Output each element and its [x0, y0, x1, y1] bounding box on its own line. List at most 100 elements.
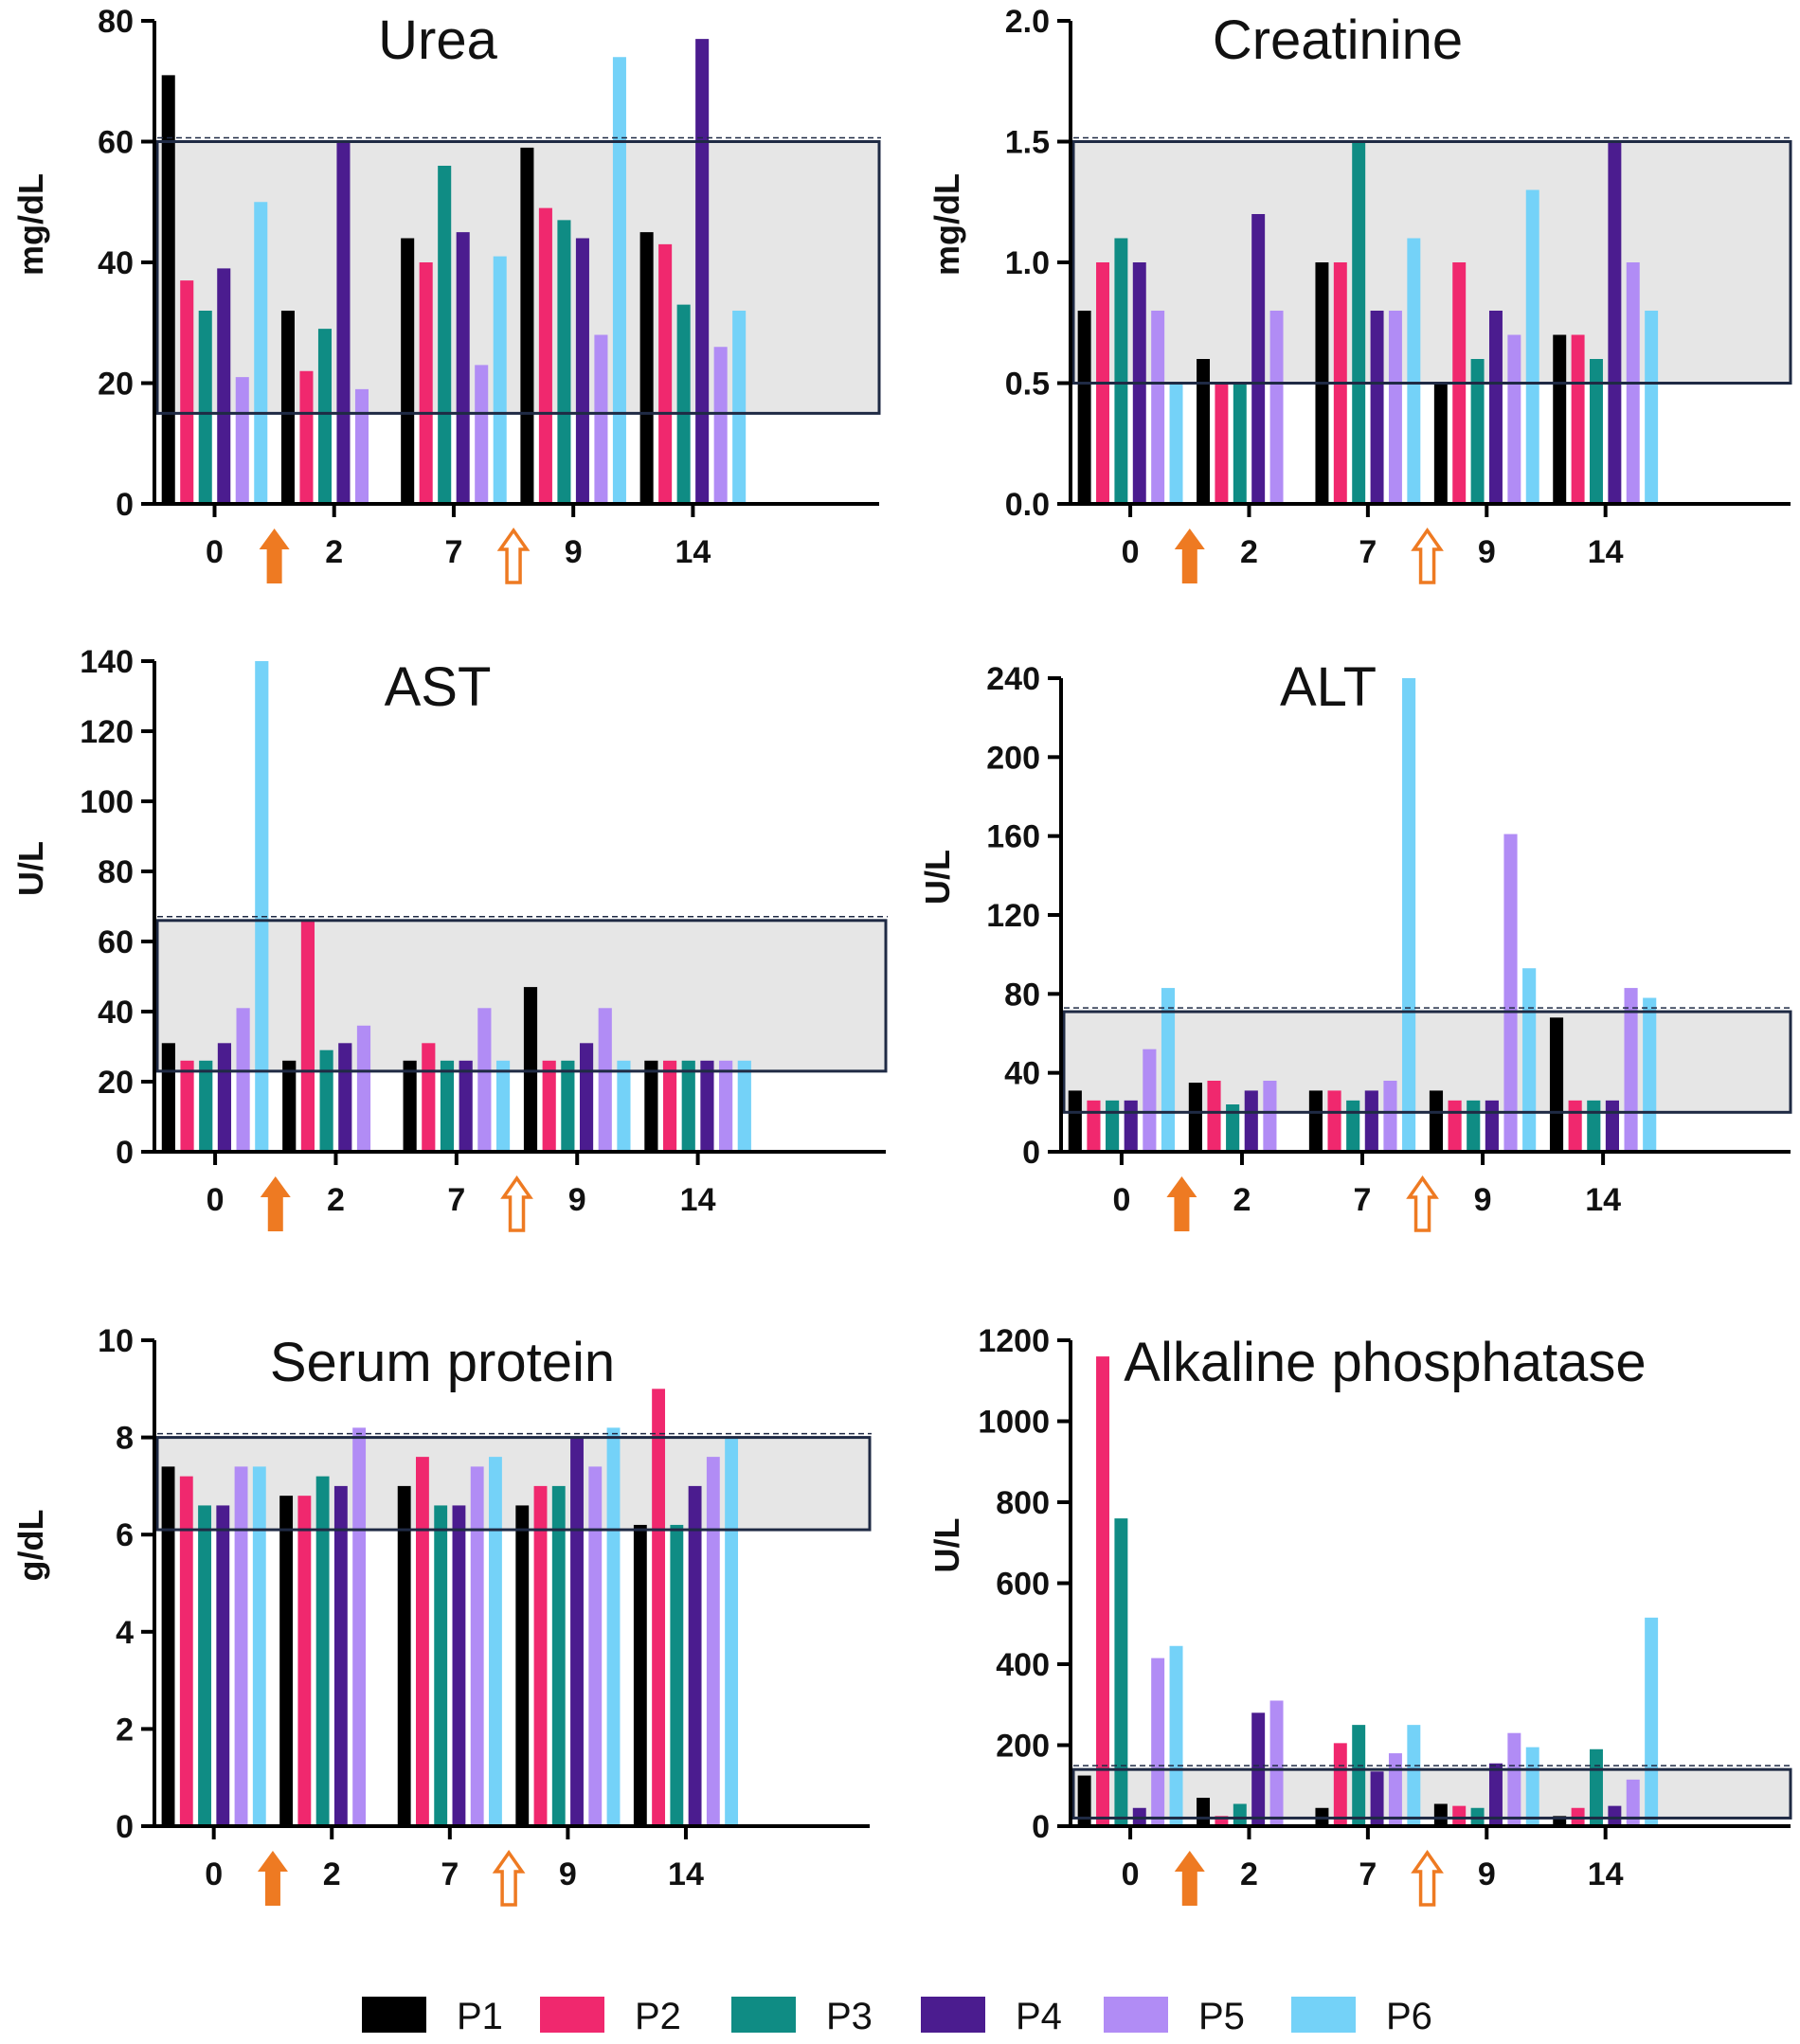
bar-P5-day-14: [1626, 1779, 1640, 1826]
y-tick-label: 600: [996, 1567, 1050, 1603]
y-tick-label: 120: [986, 898, 1040, 934]
bar-P4-day-7: [459, 1060, 473, 1152]
y-tick-label: 400: [996, 1647, 1050, 1683]
legend-label-P6: P6: [1386, 1996, 1432, 2037]
y-tick-label: 80: [1004, 977, 1040, 1013]
y-tick-label: 1200: [978, 1323, 1050, 1359]
bar-P4-day-2: [336, 141, 351, 504]
bar-P3-day-2: [1233, 383, 1247, 504]
bar-P5-day-9: [598, 1008, 612, 1152]
bar-P5-day-0: [236, 1008, 250, 1152]
bar-P4-day-2: [1244, 1090, 1258, 1152]
normal-range-box: [157, 141, 879, 414]
x-tick-label: 2: [325, 534, 343, 570]
y-tick-label: 10: [98, 1323, 134, 1359]
bar-P4-day-7: [456, 232, 470, 504]
bar-P6-day-14: [1645, 1617, 1659, 1826]
bar-P2-day-9: [1452, 1805, 1467, 1826]
x-tick-label: 14: [675, 534, 711, 570]
y-tick-label: 8: [116, 1421, 134, 1457]
bar-P6-day-7: [1407, 238, 1421, 504]
bar-P6-day-0: [1169, 383, 1183, 504]
normal-range-outline: [155, 919, 888, 1073]
bar-P4-day-9: [570, 1437, 584, 1826]
dose-arrow-open-icon: [1411, 1849, 1444, 1907]
x-tick-label: 0: [1122, 534, 1140, 570]
bar-P3-day-2: [315, 1476, 330, 1826]
x-tick-label: 7: [1359, 1856, 1377, 1892]
y-tick-label: 80: [98, 4, 134, 40]
chart-title: Creatinine: [1213, 9, 1463, 71]
bar-P5-day-7: [477, 1008, 492, 1152]
bar-P1-day-0: [161, 75, 175, 504]
bar-P5-day-7: [1388, 1753, 1402, 1826]
chart-panel-3: 0 20 40 60 80 100 120 140 0 2 7 9 14 AST U/L: [11, 644, 888, 1232]
bar-P5-day-2: [1263, 1081, 1277, 1152]
bar-P3-day-0: [1114, 1518, 1128, 1826]
bar-P4-day-9: [1488, 1763, 1503, 1826]
x-tick-label: 0: [206, 534, 224, 570]
bar-P1-day-2: [1197, 1798, 1211, 1826]
bar-P4-day-7: [1370, 1771, 1384, 1826]
bar-P2-day-14: [662, 1060, 677, 1152]
bar-P1-day-0: [1077, 1775, 1091, 1826]
bar-P1-day-14: [644, 1060, 658, 1152]
bar-P5-day-7: [1388, 311, 1402, 504]
normal-range-outline: [1071, 1767, 1792, 1820]
chart-title: Serum protein: [270, 1332, 615, 1393]
x-tick-label: 7: [1359, 534, 1377, 570]
dose-arrow-open-icon: [496, 527, 531, 584]
bar-P1-day-9: [1429, 1090, 1444, 1152]
bar-P2-day-7: [419, 262, 433, 504]
bar-P5-day-14: [706, 1457, 720, 1826]
bar-P4-day-9: [579, 1043, 594, 1152]
bar-P2-day-9: [538, 207, 552, 504]
bar-P5-day-2: [356, 1025, 371, 1152]
bar-P5-day-2: [1269, 311, 1284, 504]
bar-P6-day-9: [1525, 189, 1539, 504]
chart-title: Urea: [378, 9, 497, 71]
x-tick-label: 9: [565, 534, 583, 570]
dose-arrow-open-icon: [500, 1174, 533, 1232]
bar-P1-day-9: [1433, 1803, 1448, 1826]
bar-P5-day-0: [235, 377, 249, 504]
bar-P6-day-0: [254, 202, 268, 504]
y-tick-label: 40: [1004, 1056, 1040, 1092]
y-axis-label: mg/dL: [11, 173, 50, 276]
legend-swatch-P2: [540, 1997, 604, 2033]
y-tick-label: 200: [986, 740, 1040, 776]
bar-P1-day-9: [515, 1505, 530, 1826]
x-tick-label: 14: [668, 1856, 704, 1892]
legend-label-P5: P5: [1198, 1996, 1245, 2037]
bar-P5-day-9: [1507, 1732, 1521, 1826]
bar-P5-day-0: [1143, 1049, 1157, 1152]
x-tick-label: 0: [1112, 1182, 1130, 1218]
y-tick-label: 2.0: [1005, 4, 1050, 40]
bar-P1-day-9: [1433, 383, 1448, 504]
y-tick-label: 0: [1032, 1809, 1050, 1845]
bar-P6-day-14: [1645, 311, 1659, 504]
bar-P3-day-7: [440, 1060, 455, 1152]
bar-P6-day-7: [1402, 678, 1416, 1152]
x-tick-label: 2: [323, 1856, 341, 1892]
y-axis-label: U/L: [11, 841, 50, 896]
bar-P4-day-9: [575, 238, 589, 504]
y-tick-label: 140: [80, 644, 134, 680]
x-tick-label: 0: [207, 1182, 225, 1218]
bar-P5-day-9: [1503, 834, 1518, 1152]
bar-P1-day-2: [1188, 1083, 1202, 1152]
y-tick-label: 4: [116, 1615, 134, 1651]
y-tick-label: 0: [116, 487, 134, 523]
bar-P1-day-14: [1549, 1017, 1564, 1152]
bar-P3-day-0: [1106, 1100, 1120, 1152]
bar-P3-day-0: [198, 1505, 211, 1826]
bar-P5-day-9: [1507, 334, 1521, 504]
bar-P3-day-7: [1352, 141, 1366, 504]
bar-P4-day-14: [695, 39, 710, 504]
bar-P3-day-14: [670, 1524, 684, 1826]
y-tick-label: 1.5: [1005, 125, 1050, 161]
bar-P3-day-2: [1233, 1803, 1247, 1826]
dose-arrow-filled-icon: [1174, 529, 1205, 583]
normal-range-box: [157, 1437, 870, 1531]
